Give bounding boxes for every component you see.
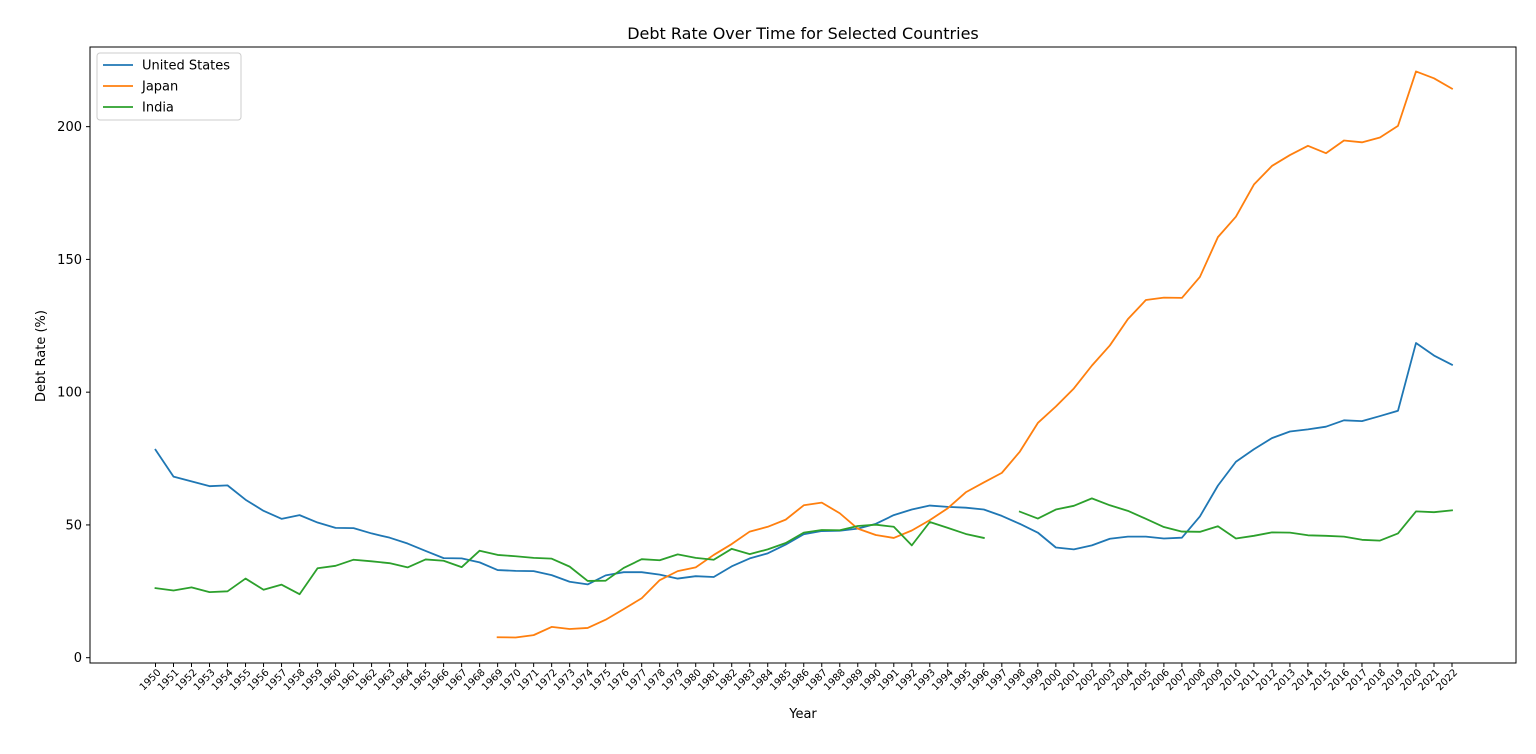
legend-box	[96, 52, 242, 121]
legend-label: India	[142, 101, 174, 116]
y-tick-label: 50	[65, 518, 82, 533]
legend-label: Japan	[141, 80, 178, 95]
x-axis-label: Year	[788, 707, 817, 722]
y-tick-label: 200	[57, 120, 82, 135]
y-axis-label: Debt Rate (%)	[34, 310, 49, 402]
series-line-united-states	[154, 342, 1454, 586]
plot-lines	[154, 70, 1454, 639]
series-line-india	[154, 497, 1453, 596]
y-tick-label: 100	[57, 386, 82, 401]
legend: United States Japan India	[96, 52, 242, 121]
y-tick-label: 0	[74, 651, 82, 666]
legend-label: United States	[142, 59, 230, 74]
y-tick-label: 150	[57, 253, 82, 268]
plot-frame	[89, 46, 1517, 664]
chart-title: Debt Rate Over Time for Selected Countri…	[627, 24, 979, 43]
series-line-japan	[496, 70, 1454, 639]
